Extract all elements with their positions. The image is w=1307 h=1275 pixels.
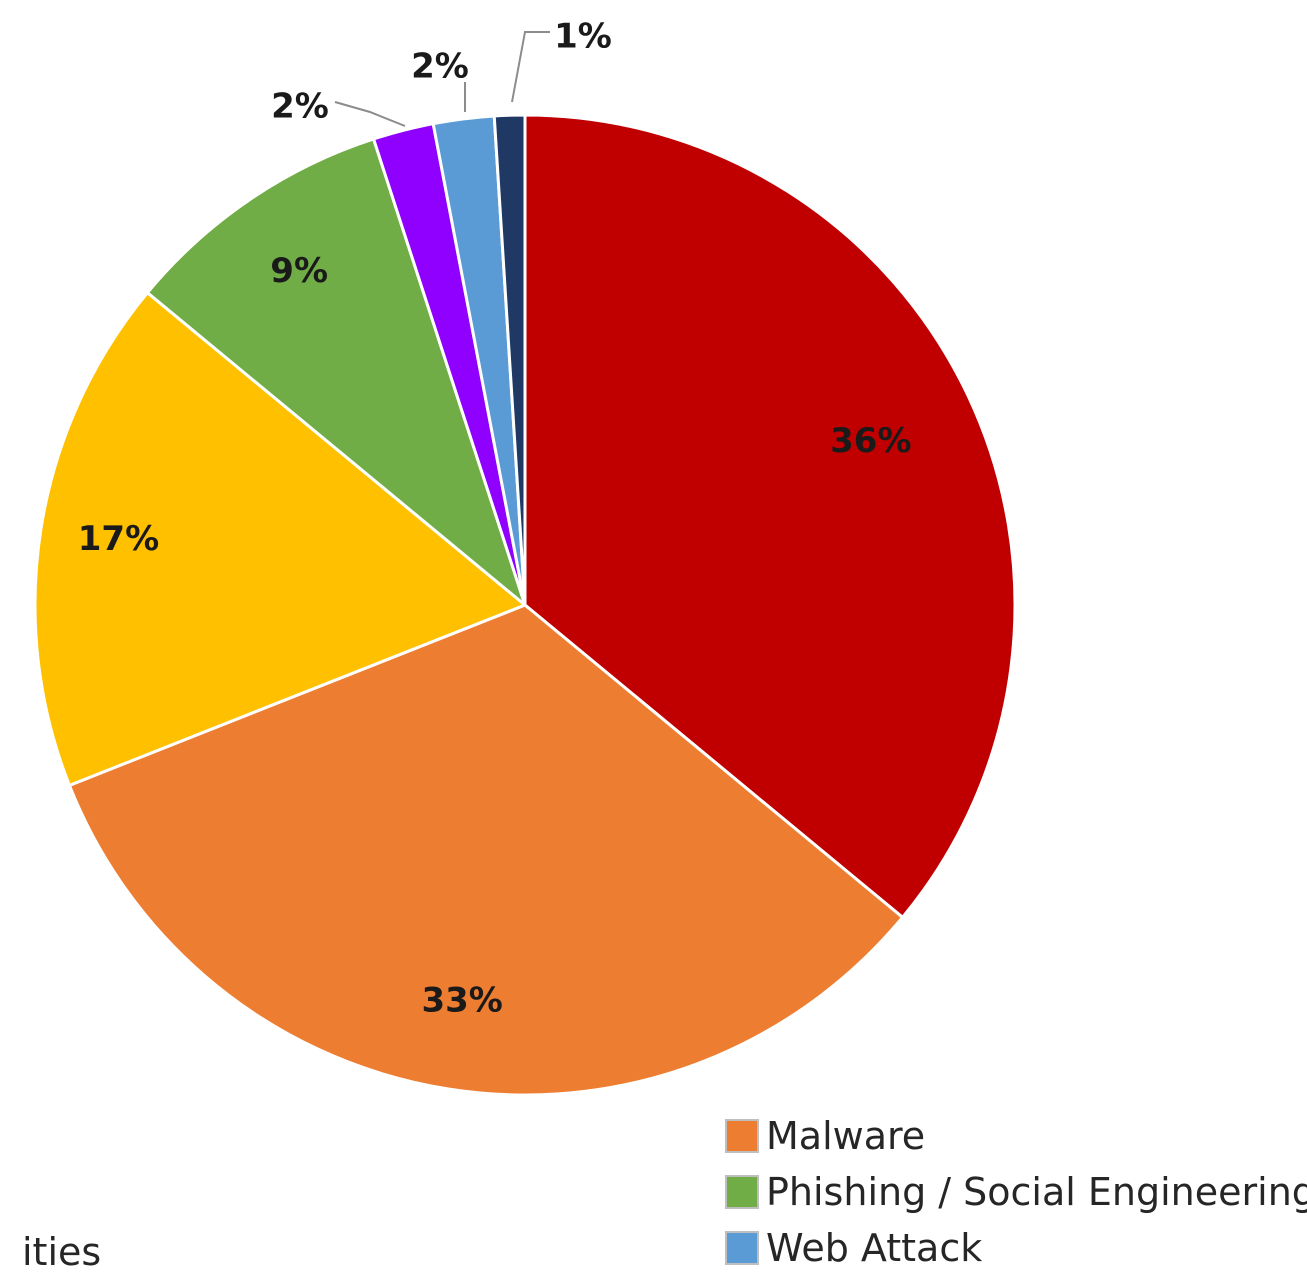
pie-slice-1 xyxy=(523,113,1017,920)
leader-line-7 xyxy=(511,31,550,103)
slice-labels: 36% 33% 17% 9% 2% 2% 1% xyxy=(78,17,912,1021)
legend-swatch-1 xyxy=(725,1119,759,1153)
slice-label-6: 2% xyxy=(411,47,469,87)
leader-lines xyxy=(334,31,550,127)
legend: Malware Phishing / Social Engineering Web … xyxy=(725,1114,1307,1270)
pie-slice-7 xyxy=(492,113,527,606)
slice-label-2: 33% xyxy=(421,980,502,1020)
slice-label-5: 2% xyxy=(271,87,329,127)
slice-label-4: 9% xyxy=(270,251,328,291)
slice-label-3: 17% xyxy=(78,519,159,559)
leader-line-5 xyxy=(334,101,406,127)
pie-slice-3 xyxy=(33,290,528,788)
legend-swatch-3 xyxy=(725,1231,759,1265)
legend-label-1: Malware xyxy=(766,1114,925,1158)
pie-slices xyxy=(33,113,1017,1097)
slice-label-1: 36% xyxy=(830,421,911,461)
pie-slice-2 xyxy=(67,603,905,1097)
legend-label-2: Phishing / Social Engineering xyxy=(766,1170,1307,1214)
slice-label-7: 1% xyxy=(554,17,612,57)
pie-slice-4 xyxy=(145,137,529,610)
partial-legend-text: ities xyxy=(22,1230,101,1274)
legend-swatch-2 xyxy=(725,1175,759,1209)
legend-label-3: Web Attack xyxy=(766,1226,982,1270)
